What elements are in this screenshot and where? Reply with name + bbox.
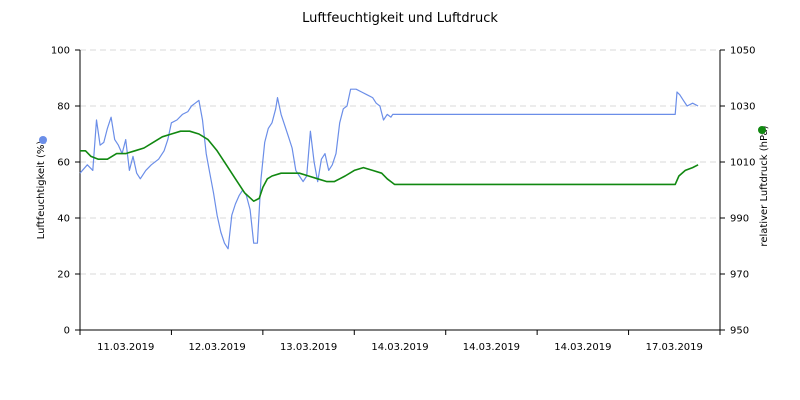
x-tick-label: 14.03.2019: [554, 342, 611, 353]
x-tick-label: 11.03.2019: [97, 342, 154, 353]
x-tick-label: 13.03.2019: [280, 342, 337, 353]
gridlines: [80, 49, 720, 275]
right-y-tick-label: 1030: [730, 102, 755, 113]
right-y-tick-label: 990: [730, 214, 749, 225]
x-tick-label: 17.03.2019: [646, 342, 703, 353]
right-axis-title: relativer Luftdruck (hPa): [759, 125, 770, 246]
pressure-legend-marker[interactable]: [758, 126, 766, 134]
left-axis-title: Luftfeuchtigkeit (%): [36, 141, 47, 240]
series: [79, 88, 699, 250]
x-tick-label: 14.03.2019: [463, 342, 520, 353]
right-y-tick-label: 950: [730, 326, 749, 337]
axes: [75, 49, 725, 335]
pressure-series-line[interactable]: [80, 130, 699, 202]
left-y-tick-label: 80: [57, 102, 70, 113]
right-y-tick-label: 970: [730, 270, 749, 281]
left-y-tick-label: 60: [57, 158, 70, 169]
right-y-tick-label: 1010: [730, 158, 755, 169]
humidity-series-line[interactable]: [79, 88, 699, 250]
chart-title: Luftfeuchtigkeit und Luftdruck: [302, 11, 498, 26]
left-y-tick-label: 20: [57, 270, 70, 281]
left-y-tick-label: 100: [51, 46, 70, 57]
humidity-legend-marker[interactable]: [39, 136, 47, 144]
left-y-tick-label: 40: [57, 214, 70, 225]
right-y-tick-label: 1050: [730, 46, 755, 57]
tick-labels: 0 20 40 60 80 100 950 970 990 1010 1030 1050 11.03.2…: [51, 46, 756, 354]
x-tick-label: 14.03.2019: [371, 342, 428, 353]
left-y-tick-label: 0: [64, 326, 70, 337]
x-tick-label: 12.03.2019: [189, 342, 246, 353]
